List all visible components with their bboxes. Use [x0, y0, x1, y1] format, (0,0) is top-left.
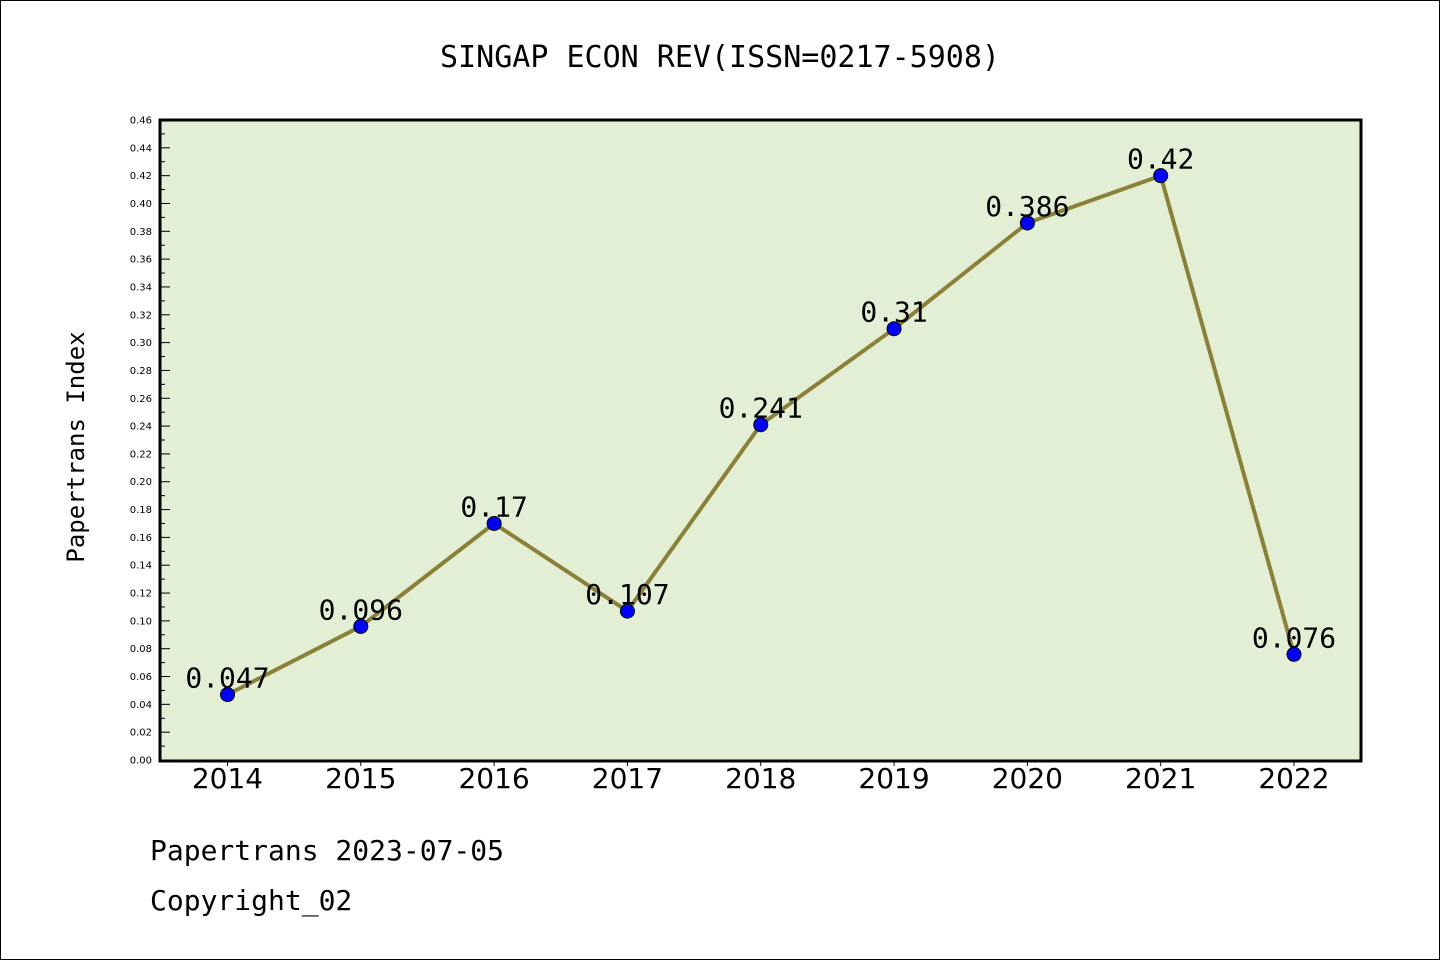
y-tick-label: 0.24	[130, 422, 152, 433]
x-tick-label: 2016	[458, 762, 529, 795]
data-label: 0.386	[985, 190, 1069, 223]
y-tick-label: 0.10	[130, 616, 152, 627]
data-point	[1153, 168, 1169, 184]
y-tick-label: 0.18	[130, 505, 152, 516]
y-tick-label: 0.34	[130, 282, 152, 293]
data-markers	[220, 168, 1302, 703]
x-tick-label: 2019	[858, 762, 929, 795]
data-point	[619, 603, 635, 619]
data-label: 0.107	[585, 578, 669, 611]
data-label: 0.17	[460, 490, 527, 523]
y-tick-label: 0.22	[130, 449, 152, 460]
data-labels: 0.047 0.096 0.17 0.107 0.241 0.31 0.386 0.42 0.0…	[185, 143, 1336, 695]
y-tick-label: 0.42	[130, 171, 152, 182]
x-tick-label: 2015	[325, 762, 396, 795]
data-point	[220, 687, 235, 703]
y-tick-label: 0.38	[130, 227, 152, 238]
y-tick-label: 0.32	[130, 310, 152, 321]
y-tick-label: 0.26	[130, 394, 152, 405]
data-point	[1286, 646, 1302, 662]
y-tick-label: 0.16	[130, 533, 152, 544]
y-tick-label: 0.40	[130, 199, 152, 210]
x-tick-label: 2022	[1258, 762, 1329, 795]
y-tick-label: 0.20	[130, 477, 152, 488]
y-tick-label: 0.14	[130, 561, 152, 572]
x-tick-label: 2017	[592, 762, 663, 795]
y-tick-label: 0.12	[130, 589, 152, 600]
y-tick-label: 0.36	[130, 255, 152, 266]
y-tick-label: 0.00	[130, 756, 152, 767]
data-label: 0.047	[185, 662, 269, 695]
data-label: 0.42	[1127, 143, 1194, 176]
y-axis-label: Papertrans Index	[62, 331, 90, 562]
x-tick-label: 2021	[1125, 762, 1196, 795]
y-tick-label: 0.46	[130, 116, 152, 127]
plot-border	[158, 118, 1363, 763]
y-tick-label: 0.28	[130, 366, 152, 377]
plot-area	[160, 120, 1361, 761]
chart-title: SINGAP ECON REV(ISSN=0217-5908)	[440, 40, 1000, 75]
y-tick-label: 0.04	[130, 700, 152, 711]
data-label: 0.096	[319, 593, 403, 626]
y-axis: 0.00 0.02 0.04 0.06 0.08 0.10 0.12 0.14 0.16 0.18…	[130, 116, 170, 767]
data-point	[886, 321, 902, 337]
footer-copyright: Copyright_02	[150, 884, 353, 917]
y-tick-label: 0.08	[130, 644, 152, 655]
y-tick-label: 0.06	[130, 672, 152, 683]
x-tick-label: 2018	[725, 762, 796, 795]
y-tick-label: 0.02	[130, 728, 152, 739]
data-point	[753, 417, 769, 433]
data-label: 0.241	[719, 392, 803, 425]
data-point	[486, 515, 502, 531]
data-label: 0.076	[1252, 621, 1336, 654]
data-point	[1019, 215, 1035, 231]
y-tick-label: 0.30	[130, 338, 152, 349]
x-axis: 2014 2015 2016 2017 2018 2019 2020 2021 2022	[192, 760, 1330, 795]
data-label: 0.31	[860, 296, 927, 329]
data-point	[353, 618, 369, 634]
footer-source: Papertrans 2023-07-05	[150, 834, 505, 867]
x-tick-label: 2020	[992, 762, 1063, 795]
y-tick-label: 0.44	[130, 143, 152, 154]
x-tick-label: 2014	[192, 762, 263, 795]
